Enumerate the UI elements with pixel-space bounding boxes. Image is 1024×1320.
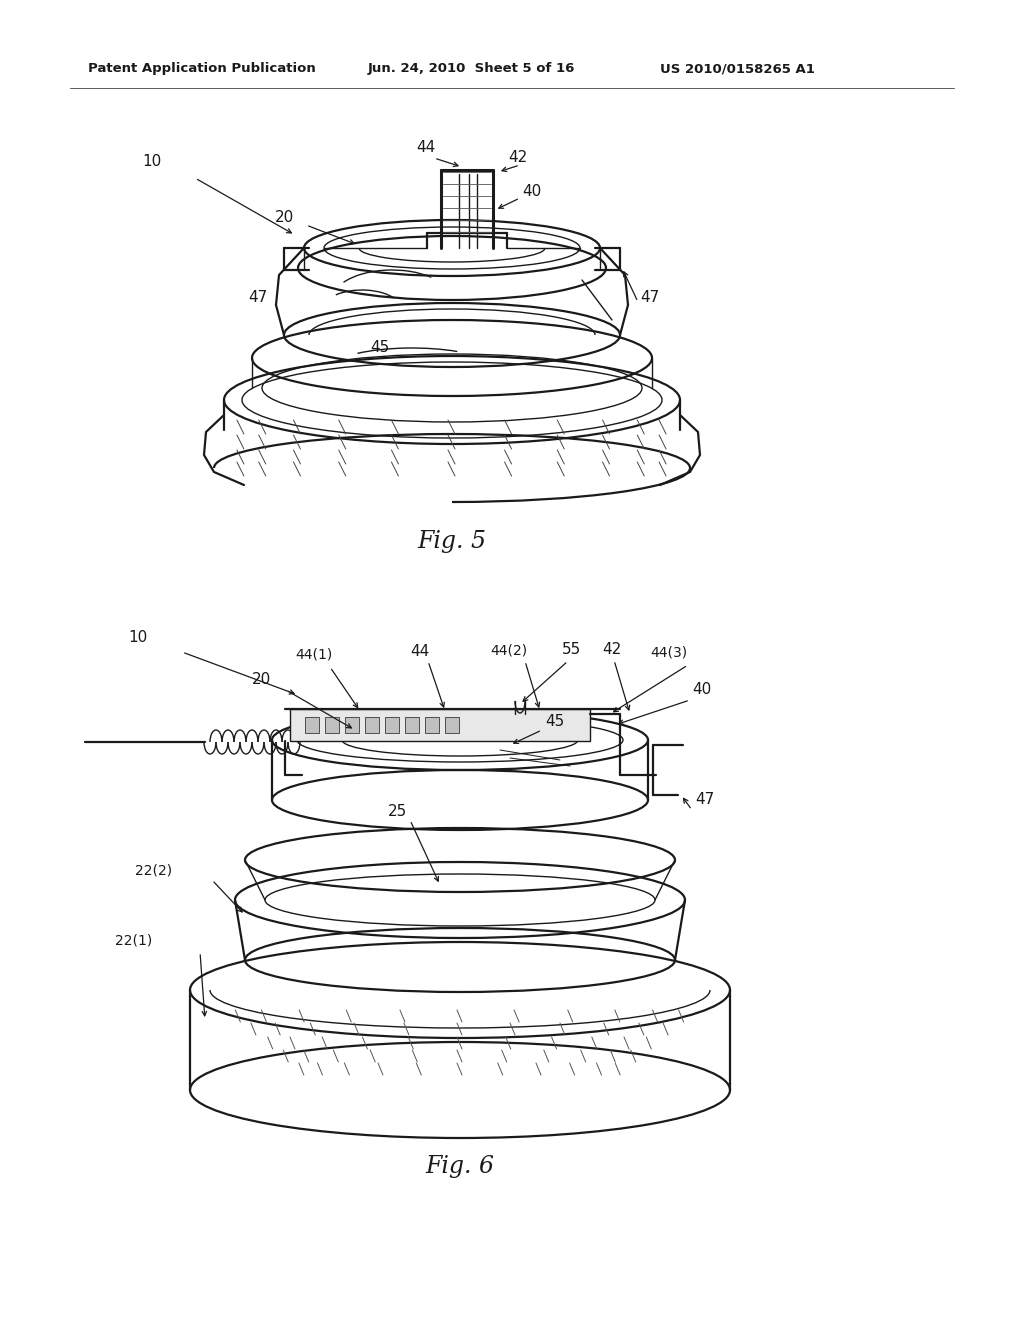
Text: 44(1): 44(1) [295,648,332,663]
Bar [406,717,419,733]
Text: Fig. 5: Fig. 5 [418,531,486,553]
Bar [345,717,359,733]
Text: 20: 20 [275,210,294,226]
Bar [325,717,339,733]
Text: 10: 10 [142,154,161,169]
Bar [425,717,439,733]
Bar [445,717,459,733]
Text: 10: 10 [128,631,147,645]
Text: 45: 45 [545,714,564,730]
Text: 25: 25 [388,804,408,820]
Text: 22(1): 22(1) [115,933,153,946]
Bar [385,717,399,733]
Bar [365,717,379,733]
Text: 44: 44 [410,644,429,660]
FancyBboxPatch shape [290,709,590,741]
Text: 20: 20 [252,672,271,688]
Text: Fig. 6: Fig. 6 [426,1155,495,1177]
Text: Jun. 24, 2010  Sheet 5 of 16: Jun. 24, 2010 Sheet 5 of 16 [368,62,575,75]
Text: 42: 42 [602,643,622,657]
Text: 47: 47 [695,792,715,808]
Text: Patent Application Publication: Patent Application Publication [88,62,315,75]
Text: 44(2): 44(2) [490,643,527,657]
Text: 22(2): 22(2) [135,863,172,876]
Text: US 2010/0158265 A1: US 2010/0158265 A1 [660,62,815,75]
Text: 45: 45 [370,341,389,355]
Bar [305,717,319,733]
Text: 44(3): 44(3) [650,645,687,659]
Text: 55: 55 [562,643,582,657]
Text: 44: 44 [416,140,435,156]
Text: 47: 47 [640,290,659,305]
Text: 40: 40 [522,185,542,199]
Text: 47: 47 [248,290,267,305]
Text: 42: 42 [508,150,527,165]
Text: 40: 40 [692,682,712,697]
